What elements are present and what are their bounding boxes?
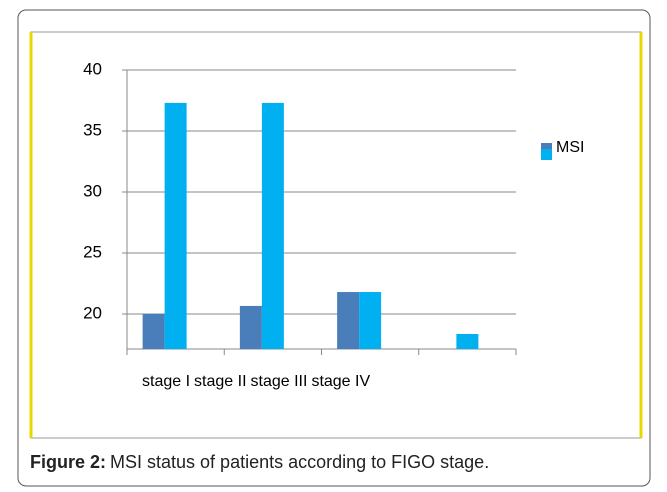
- y-tick-label: 40: [83, 59, 102, 78]
- bar: [142, 313, 165, 349]
- x-tick-label: stage II: [194, 373, 246, 390]
- legend-label: MSI: [556, 139, 584, 156]
- bar: [359, 292, 382, 349]
- x-tick-label: stage I: [142, 373, 190, 390]
- y-tick-label: 25: [83, 242, 102, 261]
- bar: [261, 102, 284, 349]
- caption-text: MSI status of patients according to FIGO…: [110, 452, 489, 472]
- bar: [337, 292, 360, 349]
- y-tick-label: 30: [83, 181, 102, 200]
- y-tick-label: 35: [83, 120, 102, 139]
- legend-swatch: [541, 149, 552, 160]
- caption-label: Figure 2:: [30, 452, 106, 472]
- bar: [456, 333, 479, 349]
- y-tick-label: 20: [83, 303, 102, 322]
- x-tick-label: stage IV: [311, 373, 370, 390]
- bar: [164, 102, 187, 349]
- bar: [239, 305, 262, 349]
- caption: Figure 2: MSI status of patients accordin…: [30, 452, 489, 472]
- x-tick-label: stage III: [251, 373, 308, 390]
- legend-swatch: [541, 143, 552, 154]
- chart-area: [30, 31, 642, 439]
